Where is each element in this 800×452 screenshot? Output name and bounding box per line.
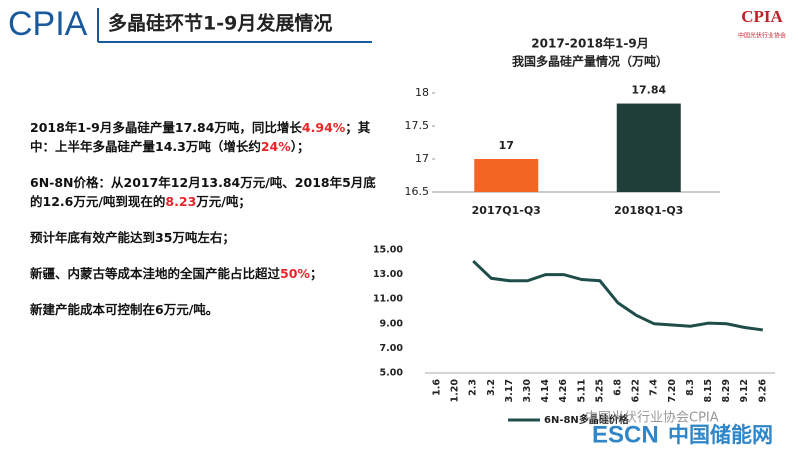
watermark: ESCN (592, 421, 659, 448)
y-tick-label: 11.00 (373, 294, 403, 305)
text-segment: 6N-8N价格：从2017年12月13.84万元/吨、2018年5月底的12.6… (30, 175, 376, 209)
badge-sub: 中国光伏行业协会 (738, 32, 786, 40)
paragraph: 新建产能成本可控制在6万元/吨。 (30, 300, 380, 319)
text-segment: 万元/吨； (196, 194, 251, 209)
x-tick-label: 7.4 (649, 379, 660, 396)
x-tick-label: 3.2 (486, 379, 497, 396)
x-tick-label: 5.11 (576, 379, 587, 402)
paragraph: 2018年1-9月多晶硅产量17.84万吨，同比增长4.94%；其中：上半年多晶… (30, 118, 380, 156)
text-segment: 8.23 (165, 194, 197, 209)
y-tick-label: 17.5 (405, 119, 430, 132)
value-label: 17.84 (631, 84, 666, 97)
bar (474, 159, 539, 192)
x-tick-label: 1.6 (432, 379, 443, 396)
y-tick-label: 7.00 (380, 343, 404, 354)
logo: CPIA (8, 5, 88, 43)
y-tick-label: 18 (415, 86, 429, 99)
x-tick-label: 7.20 (667, 379, 678, 403)
x-tick-label: 2018Q1-Q3 (614, 204, 683, 217)
x-tick-label: 4.14 (540, 379, 551, 403)
bar (616, 103, 681, 192)
text-segment: ）； (290, 139, 310, 154)
x-tick-label: 9.26 (757, 379, 768, 403)
y-tick-label: 5.00 (380, 368, 404, 379)
bar-subtitle: 我国多晶硅产量情况（万吨） (512, 54, 668, 69)
text-segment: 预计年底有效产能达到35万吨左右； (30, 230, 235, 245)
paragraph: 新疆、内蒙古等成本洼地的全国产能占比超过50%； (30, 264, 380, 283)
x-tick-label: 3.30 (522, 379, 533, 403)
y-tick-label: 9.00 (380, 318, 404, 329)
x-tick-label: 9.12 (739, 379, 750, 402)
x-tick-label: 3.17 (504, 379, 515, 402)
y-tick-label: 15.00 (373, 245, 403, 256)
x-tick-label: 8.15 (703, 379, 714, 402)
y-tick-label: 13.00 (373, 269, 403, 280)
x-tick-label: 8.29 (721, 379, 732, 402)
paragraph: 预计年底有效产能达到35万吨左右； (30, 228, 380, 247)
x-tick-label: 4.26 (558, 379, 569, 403)
text-segment: 新建产能成本可控制在6万元/吨。 (30, 302, 219, 317)
text-segment: ； (309, 266, 323, 281)
x-tick-label: 2.3 (468, 379, 479, 396)
watermark: 中国光伏行业协会CPIA (585, 411, 719, 426)
bar-title: 2017-2018年1-9月 (531, 36, 648, 51)
text-segment: 2018年1-9月多晶硅产量17.84万吨，同比增长 (30, 120, 302, 135)
y-tick-label: 17 (415, 152, 429, 165)
badge: CPIA (741, 7, 783, 26)
text-segment: 新疆、内蒙古等成本洼地的全国产能占比超过 (30, 266, 281, 281)
x-tick-label: 6.8 (613, 379, 624, 396)
x-tick-label: 1.20 (450, 379, 461, 403)
x-tick-label: 2017Q1-Q3 (472, 204, 541, 217)
x-tick-label: 5.25 (594, 379, 605, 402)
text-segment: 50% (280, 266, 310, 281)
x-tick-label: 8.3 (685, 379, 696, 396)
paragraph: 6N-8N价格：从2017年12月13.84万元/吨、2018年5月底的12.6… (30, 173, 380, 211)
watermark: 中国储能网 (668, 423, 773, 447)
value-label: 17 (499, 139, 514, 152)
slide-title: 多晶硅环节1-9月发展情况 (108, 12, 332, 35)
line-series (472, 259, 764, 332)
legend-label: 6N-8N多晶硅价格 (544, 413, 630, 426)
text-segment: 4.94% (301, 120, 346, 135)
y-tick-label: 16.5 (405, 185, 430, 198)
text-block: 2018年1-9月多晶硅产量17.84万吨，同比增长4.94%；其中：上半年多晶… (30, 118, 380, 336)
text-segment: ；其中：上半年多晶硅产量14.3万吨（增长约 (30, 120, 371, 154)
x-tick-label: 6.22 (631, 379, 642, 402)
text-segment: 24% (260, 139, 291, 154)
